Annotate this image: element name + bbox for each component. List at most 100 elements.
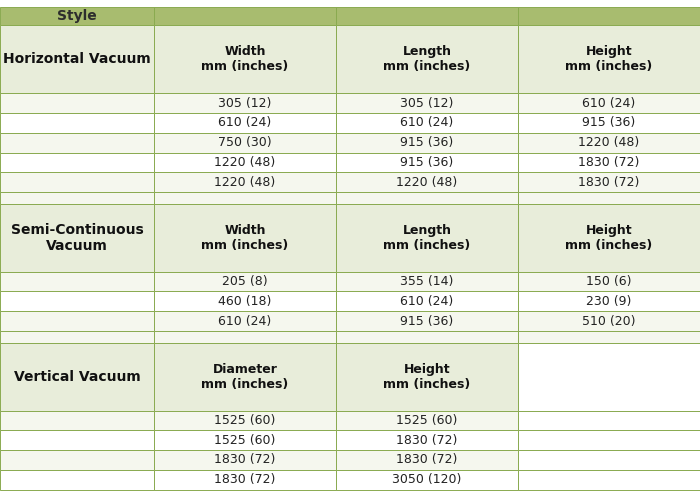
Bar (518, 450, 700, 470)
Bar (154, 113, 336, 133)
Bar (518, 470, 700, 490)
Bar (518, 204, 700, 272)
Text: 610 (24): 610 (24) (400, 295, 454, 308)
Bar (518, 133, 700, 153)
Bar (0, 192, 154, 204)
Bar (0, 272, 154, 291)
Bar (336, 331, 518, 342)
Bar (518, 430, 700, 450)
Bar (154, 153, 336, 172)
Bar (154, 192, 336, 204)
Bar (0, 25, 154, 93)
Bar (518, 272, 700, 291)
Bar (518, 342, 700, 411)
Bar (0, 291, 154, 311)
Bar (154, 411, 336, 430)
Text: 305 (12): 305 (12) (218, 97, 272, 110)
Text: 510 (20): 510 (20) (582, 315, 636, 328)
Bar (518, 7, 700, 25)
Bar (154, 470, 336, 490)
Text: Height
mm (inches): Height mm (inches) (384, 363, 470, 391)
Bar (154, 204, 336, 272)
Text: Height
mm (inches): Height mm (inches) (566, 45, 652, 74)
Text: 1830 (72): 1830 (72) (396, 434, 458, 447)
Text: 750 (30): 750 (30) (218, 136, 272, 149)
Bar (336, 342, 518, 411)
Text: Diameter
mm (inches): Diameter mm (inches) (202, 363, 288, 391)
Bar (336, 133, 518, 153)
Text: 610 (24): 610 (24) (400, 116, 454, 129)
Text: 1830 (72): 1830 (72) (214, 453, 276, 467)
Text: 1830 (72): 1830 (72) (578, 175, 640, 188)
Bar (154, 133, 336, 153)
Bar (154, 272, 336, 291)
Bar (518, 93, 700, 113)
Bar (154, 7, 336, 25)
Text: 1830 (72): 1830 (72) (578, 156, 640, 169)
Bar (336, 172, 518, 192)
Text: 1525 (60): 1525 (60) (214, 414, 276, 427)
Text: Horizontal Vacuum: Horizontal Vacuum (3, 52, 151, 66)
Text: 1220 (48): 1220 (48) (396, 175, 458, 188)
Text: 915 (36): 915 (36) (400, 156, 454, 169)
Bar (0, 470, 154, 490)
Bar (0, 7, 154, 25)
Bar (0, 450, 154, 470)
Bar (336, 113, 518, 133)
Text: 1525 (60): 1525 (60) (396, 414, 458, 427)
Text: Width
mm (inches): Width mm (inches) (202, 224, 288, 251)
Bar (0, 204, 154, 272)
Bar (0, 133, 154, 153)
Text: 355 (14): 355 (14) (400, 275, 454, 288)
Bar (518, 25, 700, 93)
Bar (336, 291, 518, 311)
Bar (154, 93, 336, 113)
Bar (336, 450, 518, 470)
Text: 305 (12): 305 (12) (400, 97, 454, 110)
Bar (336, 470, 518, 490)
Text: Length
mm (inches): Length mm (inches) (384, 45, 470, 74)
Bar (154, 291, 336, 311)
Bar (154, 430, 336, 450)
Text: Style: Style (57, 9, 97, 23)
Text: 610 (24): 610 (24) (218, 315, 272, 328)
Bar (336, 93, 518, 113)
Text: 915 (36): 915 (36) (400, 315, 454, 328)
Bar (336, 192, 518, 204)
Bar (154, 450, 336, 470)
Text: Length
mm (inches): Length mm (inches) (384, 224, 470, 251)
Bar (518, 153, 700, 172)
Text: Vertical Vacuum: Vertical Vacuum (13, 370, 141, 384)
Bar (336, 311, 518, 331)
Text: 1525 (60): 1525 (60) (214, 434, 276, 447)
Bar (336, 411, 518, 430)
Bar (518, 411, 700, 430)
Bar (518, 331, 700, 342)
Bar (336, 153, 518, 172)
Text: 150 (6): 150 (6) (587, 275, 631, 288)
Text: 3050 (120): 3050 (120) (392, 473, 462, 486)
Text: Width
mm (inches): Width mm (inches) (202, 45, 288, 74)
Bar (0, 153, 154, 172)
Bar (336, 204, 518, 272)
Bar (154, 25, 336, 93)
Bar (0, 311, 154, 331)
Bar (336, 272, 518, 291)
Text: 460 (18): 460 (18) (218, 295, 272, 308)
Bar (518, 291, 700, 311)
Text: Height
mm (inches): Height mm (inches) (566, 224, 652, 251)
Bar (518, 113, 700, 133)
Text: 610 (24): 610 (24) (582, 97, 636, 110)
Bar (154, 311, 336, 331)
Bar (336, 25, 518, 93)
Text: 1220 (48): 1220 (48) (214, 156, 276, 169)
Bar (154, 331, 336, 342)
Bar (0, 113, 154, 133)
Bar (0, 342, 154, 411)
Text: 230 (9): 230 (9) (587, 295, 631, 308)
Text: 1830 (72): 1830 (72) (396, 453, 458, 467)
Bar (518, 172, 700, 192)
Text: 205 (8): 205 (8) (222, 275, 268, 288)
Bar (0, 430, 154, 450)
Text: 1830 (72): 1830 (72) (214, 473, 276, 486)
